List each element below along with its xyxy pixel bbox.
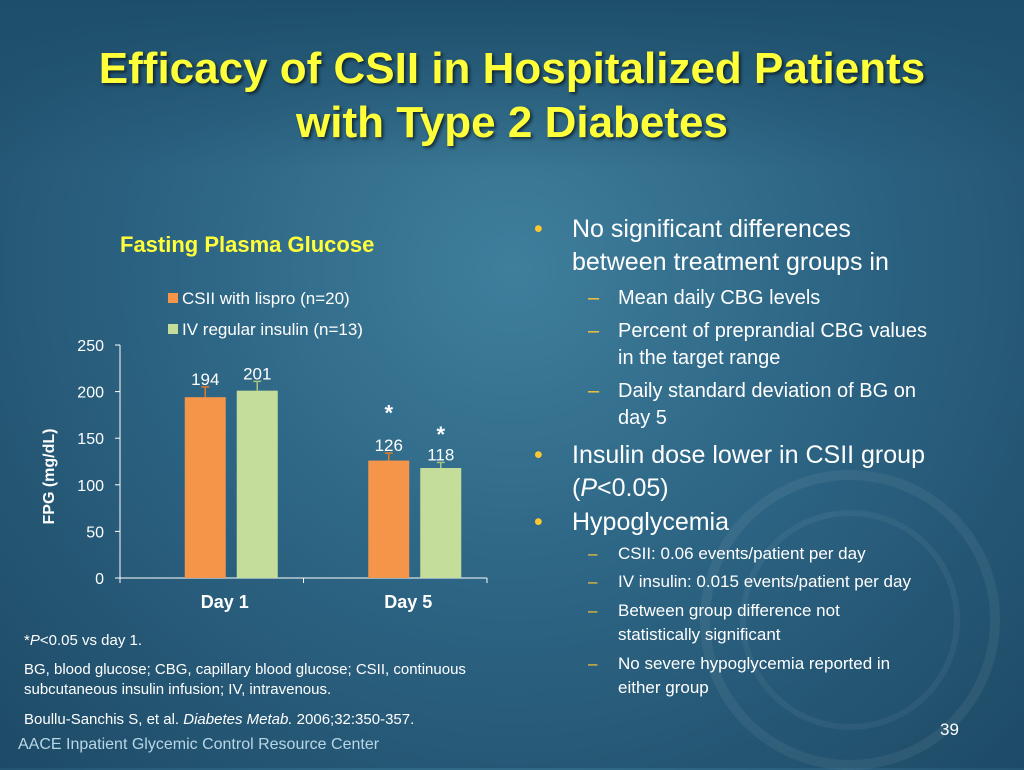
bullet-text-line: in the target range — [618, 347, 781, 369]
bullet-text-line: Percent of preprandial CBG values — [618, 320, 928, 342]
x-category-label: Day 1 — [201, 592, 249, 612]
data-label: 118 — [427, 445, 454, 464]
footnote-star: * — [24, 632, 30, 649]
bullet-text-line: day 5 — [618, 407, 667, 429]
bullet-marker: • — [534, 215, 543, 243]
p-open: ( — [572, 474, 581, 502]
bullet-text-line: Insulin dose lower in CSII group — [572, 441, 925, 469]
sub-bullet-csii-events: CSII: 0.06 events/patient per day — [618, 544, 866, 563]
ref-authors: Boullu-Sanchis S, et al. — [24, 711, 184, 728]
bullet-marker: • — [534, 508, 543, 536]
bullet-text-line: between treatment groups in — [572, 248, 889, 276]
bar-csii-day-5 — [368, 460, 410, 578]
sub-bullet-daily-sd: Daily standard deviation of BG on day 5 — [618, 378, 916, 432]
bullet-text-line: No significant differences — [572, 215, 851, 243]
y-tick-label: 0 — [95, 571, 104, 588]
y-tick-label: 50 — [86, 524, 104, 541]
significance-asterisk: * — [384, 401, 393, 426]
legend-item-csii: CSII with lispro (n=20) — [168, 289, 350, 309]
aace-seal-watermark — [700, 470, 1000, 770]
p-rest: <0.05) — [597, 474, 669, 502]
y-tick-label: 100 — [77, 478, 104, 495]
bullet-text-line: either group — [618, 678, 709, 697]
title-band — [0, 0, 1024, 170]
ref-journal: Diabetes Metab. — [183, 711, 293, 728]
sub-bullet-percent-preprandial: Percent of preprandial CBG values in the… — [618, 318, 927, 372]
y-axis-label: FPG (mg/dL) — [41, 429, 58, 525]
footnote-abbrev-line: subcutaneous insulin infusion; IV, intra… — [24, 681, 332, 698]
title-line-2: with Type 2 Diabetes — [296, 98, 728, 147]
footer-branding: AACE Inpatient Glycemic Control Resource… — [18, 736, 380, 753]
title-line-1: Efficacy of CSII in Hospitalized Patient… — [98, 44, 926, 93]
bar-iv-day-5 — [420, 468, 462, 578]
bullet-hypoglycemia: Hypoglycemia — [572, 508, 730, 536]
bullet-p-value: (P<0.05) — [572, 472, 925, 505]
legend-swatch-csii — [168, 293, 178, 303]
sub-bullet-between-group: Between group difference not statistical… — [618, 599, 840, 647]
footnote-sig-text: <0.05 vs day 1. — [39, 632, 143, 649]
y-tick-label: 150 — [77, 431, 104, 448]
data-label: 201 — [243, 364, 271, 383]
dash-marker: – — [588, 380, 600, 402]
bullet-marker: • — [534, 441, 543, 469]
dash-marker: – — [588, 287, 600, 309]
sub-bullet-iv-events: IV insulin: 0.015 events/patient per day — [618, 572, 911, 591]
page-number: 39 — [940, 720, 959, 739]
bullet-text-line: No severe hypoglycemia reported in — [618, 654, 891, 673]
bar-iv-day-1 — [236, 390, 278, 578]
footnote-significance: *P<0.05 vs day 1. — [24, 631, 142, 651]
bullet-no-significant-differences: No significant differences between treat… — [572, 213, 889, 279]
legend-item-iv: IV regular insulin (n=13) — [168, 320, 363, 340]
legend-label-iv: IV regular insulin (n=13) — [182, 320, 363, 339]
bar-csii-day-1 — [184, 397, 226, 578]
significance-asterisk: * — [436, 422, 445, 447]
dash-marker: – — [588, 544, 598, 563]
footnote-abbreviations: BG, blood glucose; CBG, capillary blood … — [24, 660, 466, 700]
bullet-insulin-dose: Insulin dose lower in CSII group (P<0.05… — [572, 439, 925, 505]
bullet-text-line: statistically significant — [618, 625, 781, 644]
dash-marker: – — [588, 320, 600, 342]
x-category-label: Day 5 — [384, 592, 432, 612]
y-tick-label: 250 — [77, 338, 104, 355]
dash-marker: – — [588, 601, 598, 620]
sub-bullet-mean-cbg: Mean daily CBG levels — [618, 287, 821, 309]
p-italic: P — [580, 474, 598, 502]
y-tick-label: 200 — [77, 385, 104, 402]
bullet-text-line: Daily standard deviation of BG on — [618, 380, 916, 402]
footnote-reference: Boullu-Sanchis S, et al. Diabetes Metab.… — [24, 710, 414, 730]
footnote-abbrev-line: BG, blood glucose; CBG, capillary blood … — [24, 661, 466, 678]
legend-label-csii: CSII with lispro (n=20) — [182, 289, 350, 308]
ref-rest: 2006;32:350-357. — [292, 711, 415, 728]
data-label: 194 — [191, 370, 219, 389]
footnote-p: P — [29, 632, 40, 649]
dash-marker: – — [588, 572, 598, 591]
chart-title: Fasting Plasma Glucose — [120, 232, 375, 257]
slide-title: Efficacy of CSII in Hospitalized Patient… — [40, 42, 984, 150]
sub-bullet-no-severe: No severe hypoglycemia reported in eithe… — [618, 652, 890, 700]
legend-swatch-iv — [168, 324, 178, 334]
dash-marker: – — [588, 654, 598, 673]
aace-seal-inner-ring — [740, 510, 960, 730]
bullet-text-line: Between group difference not — [618, 601, 840, 620]
data-label: 126 — [375, 436, 403, 455]
